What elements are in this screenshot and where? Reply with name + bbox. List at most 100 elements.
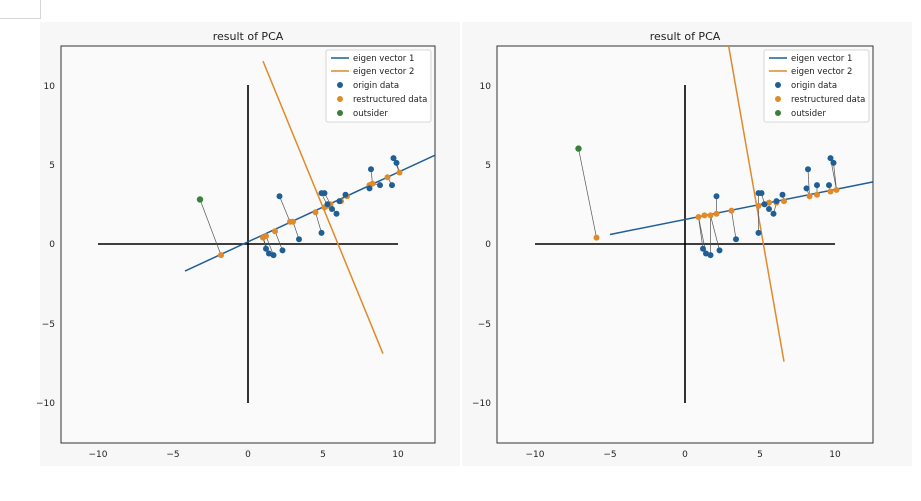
origin-point [333,210,340,217]
y-tick-label: −10 [36,399,55,409]
y-tick-label: 0 [49,240,55,250]
x-tick-labels: −10 −5 0 5 10 [89,450,404,460]
eigen-vector-1-line [184,154,435,272]
origin-point [707,252,714,259]
restructured-point [833,186,840,193]
outsider-point [196,196,204,203]
y-tick-label: 10 [480,82,492,92]
legend-label: eigen vector 1 [791,54,852,64]
restructured-point [290,218,296,225]
origin-point [368,166,374,173]
origin-point [329,206,335,213]
projection-line [731,210,737,240]
x-tick-label: 5 [320,450,326,460]
legend-label: eigen vector 2 [353,67,414,77]
restructured-point [728,207,735,214]
origin-point [758,190,765,197]
legend: eigen vector 1 eigen vector 2 origin dat… [325,49,432,123]
origin-point [296,236,302,243]
restructured-point [781,198,787,205]
x-tick-label: 10 [829,450,841,460]
origin-point [716,247,723,254]
origin-point [377,182,383,189]
origin-point [276,193,283,200]
legend: eigen vector 1 eigen vector 2 origin dat… [763,49,870,123]
projection-line [833,162,837,190]
window-corner [0,0,41,19]
x-tick-label: 0 [245,450,251,460]
origin-point [703,250,709,257]
legend-label: eigen vector 1 [353,54,414,64]
restructured-point [827,188,834,195]
y-tick-labels: 10 5 0 −5 −10 [36,82,55,409]
restructured-point [218,252,224,259]
legend-swatch-origin [775,82,781,88]
x-tick-label: 5 [757,450,763,460]
projection-line [710,215,720,251]
legend-box [325,49,432,123]
projection-line [292,221,300,240]
origin-point [321,190,328,197]
legend-label: restructured data [791,95,865,105]
projection-line [199,199,222,256]
origin-point [805,166,811,173]
origin-point [761,201,768,208]
legend-label: origin data [353,81,399,91]
restructured-point [369,180,376,187]
y-tick-label: 10 [44,82,56,92]
y-tick-label: 5 [49,161,55,171]
restructured-point [707,212,714,219]
origin-point [770,210,777,217]
y-tick-label: 0 [485,240,491,250]
legend-swatch-outsider [337,110,343,116]
projection-line [279,196,291,222]
legend-swatch-restructured [337,96,343,102]
restructured-point [272,228,278,235]
origin-point [393,159,400,166]
origin-point [733,236,739,243]
restructured-point [814,191,820,198]
restructured-point [593,234,600,241]
origin-point [263,245,269,252]
restructured-point [755,202,762,209]
origin-point [318,229,325,236]
origin-point [336,198,343,205]
projection-line [274,231,283,251]
x-tick-label: −10 [89,450,108,460]
chart-left: result of PCA −10 −5 0 5 10 10 5 0 −5 −1… [36,30,436,460]
x-tick-label: −5 [603,450,616,460]
x-tick-labels: −10 −5 0 5 10 [526,450,841,460]
legend-swatch-outsider [775,110,781,116]
y-tick-label: 5 [485,161,491,171]
restructured-point [701,212,708,219]
restructured-point [713,210,720,217]
origin-point [324,201,331,208]
origin-point [773,198,780,205]
x-tick-label: −10 [526,450,545,460]
restructured-point [695,213,702,220]
origin-point [390,155,397,162]
restructured-point [384,174,391,181]
x-tick-label: 10 [392,450,404,460]
origin-point [826,182,832,189]
origin-point [779,191,786,198]
origin-point [766,206,772,213]
origin-point [830,159,837,166]
origin-point [803,185,810,192]
legend-box [763,49,870,123]
origin-point [279,247,286,254]
projection-line [578,148,597,238]
restructured-point [766,199,772,206]
origin-point [700,245,706,252]
x-tick-label: 0 [682,450,688,460]
chart-title: result of PCA [650,30,721,43]
restructured-point [806,193,813,200]
origin-point [342,191,349,198]
legend-label: outsider [353,109,388,119]
origin-point [270,252,277,259]
legend-swatch-restructured [775,96,781,102]
restructured-point [312,209,319,216]
legend-label: eigen vector 2 [791,67,852,77]
eigen-vector-2-line [727,46,785,362]
